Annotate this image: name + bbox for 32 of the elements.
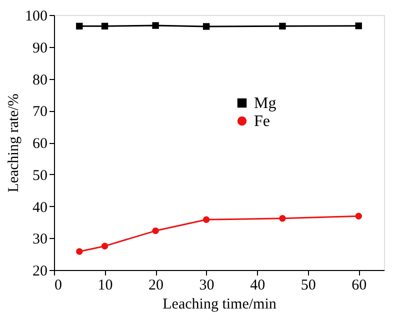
legend-label: Fe: [254, 113, 270, 130]
point: [355, 212, 362, 220]
x-axis-title: Leaching time/min: [162, 296, 277, 312]
point: [152, 227, 159, 234]
x-tick-label: 10: [98, 278, 113, 294]
y-tick-label: 100: [25, 8, 48, 24]
point: [279, 22, 286, 30]
point: [279, 215, 286, 222]
legend-label: Mg: [254, 95, 276, 112]
point: [152, 22, 159, 29]
y-tick-label: 70: [32, 104, 48, 120]
y-tick-label: 80: [32, 72, 48, 88]
point: [202, 23, 210, 30]
point: [76, 248, 83, 255]
y-tick-label: 60: [32, 136, 48, 152]
point: [76, 22, 83, 30]
x-tick-label: 60: [352, 278, 367, 294]
y-tick-label: 40: [32, 200, 48, 216]
y-tick-label: 30: [32, 232, 48, 248]
point: [101, 242, 108, 250]
x-tick-label: 20: [148, 278, 164, 294]
point: [355, 22, 362, 30]
point: [202, 216, 210, 223]
point: [101, 22, 108, 30]
x-tick-label: 50: [300, 278, 316, 294]
y-axis-title: Leaching rate/%: [6, 94, 22, 192]
x-tick-label: 0: [54, 278, 62, 294]
x-tick-label: 30: [199, 278, 214, 294]
y-tick-label: 20: [32, 264, 48, 280]
x-tick-label: 40: [250, 278, 266, 294]
y-tick-label: 90: [32, 40, 48, 56]
y-tick-label: 50: [32, 168, 48, 184]
